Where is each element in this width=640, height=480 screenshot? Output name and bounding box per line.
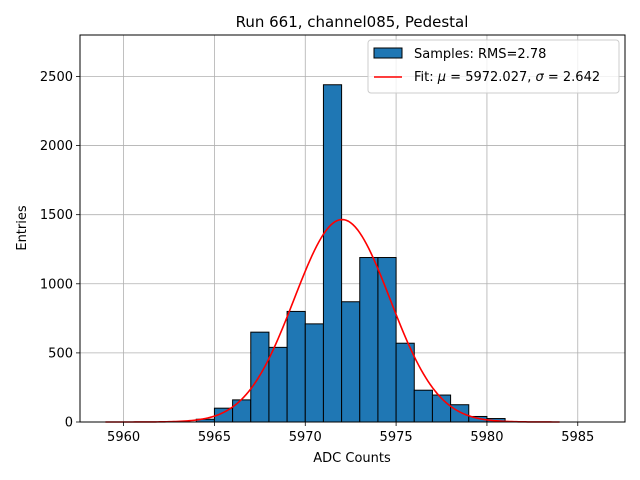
histogram-bar [395, 342, 415, 423]
y-tick-label: 2000 [40, 139, 73, 154]
x-tick-label: 5985 [561, 430, 594, 445]
histogram-bar [359, 257, 379, 423]
fit-mu-text: = 5972.027, [446, 70, 535, 85]
x-tick-label: 5960 [107, 430, 140, 445]
x-axis-label: ADC Counts [313, 451, 391, 466]
legend: Samples: RMS=2.78 Fit: μ = 5972.027, σ =… [367, 39, 620, 94]
y-axis-ticks: 0 500 1000 1500 2000 2500 [40, 70, 80, 431]
legend-label-fit: Fit: μ = 5972.027, σ = 2.642 [414, 70, 600, 85]
plot-frame [79, 34, 626, 423]
x-tick-label: 5975 [380, 430, 413, 445]
y-tick-label: 1500 [40, 208, 73, 223]
histogram-bar [377, 257, 397, 423]
histogram-bar [232, 399, 252, 423]
fit-curve [105, 218, 560, 423]
x-tick-label: 5965 [198, 430, 231, 445]
legend-swatch-samples [373, 47, 403, 59]
legend-box [367, 39, 620, 94]
histogram-bar [250, 331, 270, 423]
fit-sigma-symbol: σ [536, 70, 545, 85]
y-tick-label: 0 [65, 416, 73, 431]
x-axis-ticks: 5960 5965 5970 5975 5980 5985 [107, 422, 594, 445]
histogram-bar [413, 389, 433, 423]
fit-mu-symbol: μ [437, 70, 446, 85]
legend-label-samples: Samples: RMS=2.78 [414, 47, 546, 62]
histogram-bars [195, 84, 524, 423]
x-tick-label: 5980 [470, 430, 503, 445]
y-axis-label: Entries [15, 205, 30, 251]
y-tick-label: 1000 [40, 277, 73, 292]
histogram-bar [286, 310, 306, 423]
y-tick-label: 500 [48, 346, 73, 361]
histogram-bar [268, 346, 288, 423]
histogram-bar [341, 301, 361, 423]
y-tick-label: 2500 [40, 70, 73, 85]
fit-sigma-text: = 2.642 [544, 70, 600, 85]
x-tick-label: 5970 [289, 430, 322, 445]
grid [80, 35, 625, 423]
fit-prefix: Fit: [414, 70, 438, 85]
histogram-bar [322, 84, 343, 423]
histogram-bar [304, 323, 324, 423]
chart-title: Run 661, channel085, Pedestal [236, 13, 469, 31]
